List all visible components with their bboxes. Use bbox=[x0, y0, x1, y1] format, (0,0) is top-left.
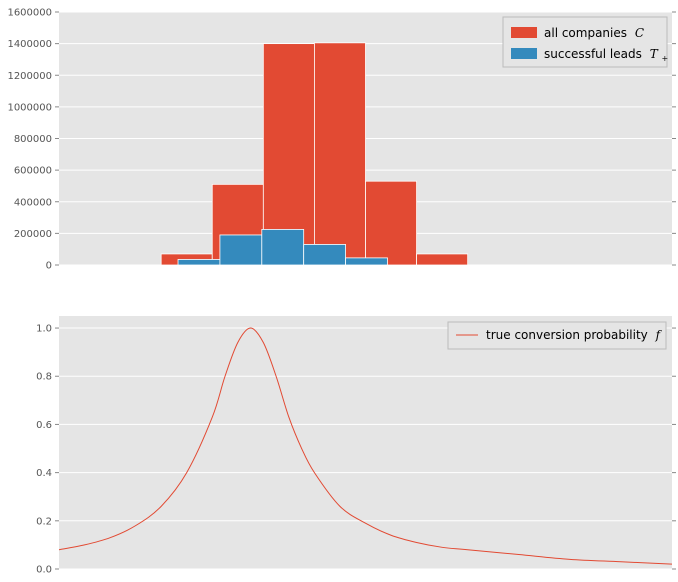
legend-math-sub-successful-leads: + bbox=[662, 54, 669, 63]
probability-y-tick-label: 0.2 bbox=[36, 516, 52, 527]
probability-y-ticks: 0.0 0.2 0.4 0.6 0.8 1.0 bbox=[36, 324, 676, 576]
histogram-y-tick-label: 1600000 bbox=[7, 8, 52, 19]
probability-y-tick-label: 0.6 bbox=[36, 420, 52, 431]
histogram-y-tick-label: 1200000 bbox=[7, 71, 52, 82]
histogram-chart: 0 200000 400000 600000 800000 1000000 1200000 1… bbox=[7, 8, 676, 272]
all-companies-bar bbox=[416, 253, 469, 266]
probability-y-tick-label: 1.0 bbox=[36, 324, 52, 335]
probability-y-tick-label: 0.8 bbox=[36, 372, 52, 383]
histogram-y-tick-label: 800000 bbox=[14, 134, 52, 145]
histogram-y-tick-label: 400000 bbox=[14, 197, 52, 208]
svg-text:all companies C: all companies C bbox=[544, 26, 644, 40]
legend-math-all-companies: C bbox=[635, 26, 644, 40]
legend-label-all-companies: all companies bbox=[544, 26, 627, 40]
probability-chart: 0.0 0.2 0.4 0.6 0.8 1.0 true conversion proba… bbox=[36, 316, 676, 576]
histogram-y-tick-label: 600000 bbox=[14, 166, 52, 177]
probability-y-tick-label: 0.4 bbox=[36, 468, 52, 479]
all-companies-bar bbox=[262, 43, 315, 266]
histogram-legend: all companies C successful leads T + bbox=[502, 16, 668, 68]
histogram-y-tick-label: 200000 bbox=[14, 229, 52, 240]
all-companies-bar bbox=[365, 180, 417, 266]
legend-label-successful-leads: successful leads bbox=[544, 47, 642, 61]
successful-leads-bar bbox=[303, 244, 346, 266]
successful-leads-bar bbox=[345, 257, 388, 266]
legend-math-successful-leads: T bbox=[650, 47, 659, 61]
histogram-y-tick-label: 1000000 bbox=[7, 102, 52, 113]
probability-plot-area bbox=[59, 316, 672, 569]
all-companies-bar bbox=[314, 42, 366, 266]
histogram-bars bbox=[160, 42, 469, 266]
probability-gridlines bbox=[59, 327, 672, 570]
histogram-y-tick-label: 1400000 bbox=[7, 39, 52, 50]
probability-y-tick-label: 0.0 bbox=[36, 565, 52, 576]
successful-leads-bar bbox=[219, 234, 263, 266]
legend-swatch-all-companies bbox=[511, 27, 537, 38]
successful-leads-bar bbox=[177, 259, 221, 266]
probability-legend: true conversion probability f bbox=[447, 321, 667, 350]
histogram-y-tick-label: 0 bbox=[46, 261, 52, 272]
svg-text:successful leads T: successful leads T + bbox=[544, 47, 668, 63]
probability-legend-box bbox=[447, 321, 667, 350]
successful-leads-bar bbox=[261, 229, 305, 266]
histogram-y-ticks: 0 200000 400000 600000 800000 1000000 1200000 1… bbox=[7, 8, 676, 272]
legend-label-conversion-probability: true conversion probability bbox=[486, 328, 648, 342]
legend-math-conversion-probability: f bbox=[655, 328, 663, 342]
conversion-probability-line bbox=[58, 327, 673, 565]
svg-text:true conversion probability: true conversion probability f bbox=[486, 328, 663, 342]
legend-swatch-successful-leads bbox=[511, 48, 537, 59]
